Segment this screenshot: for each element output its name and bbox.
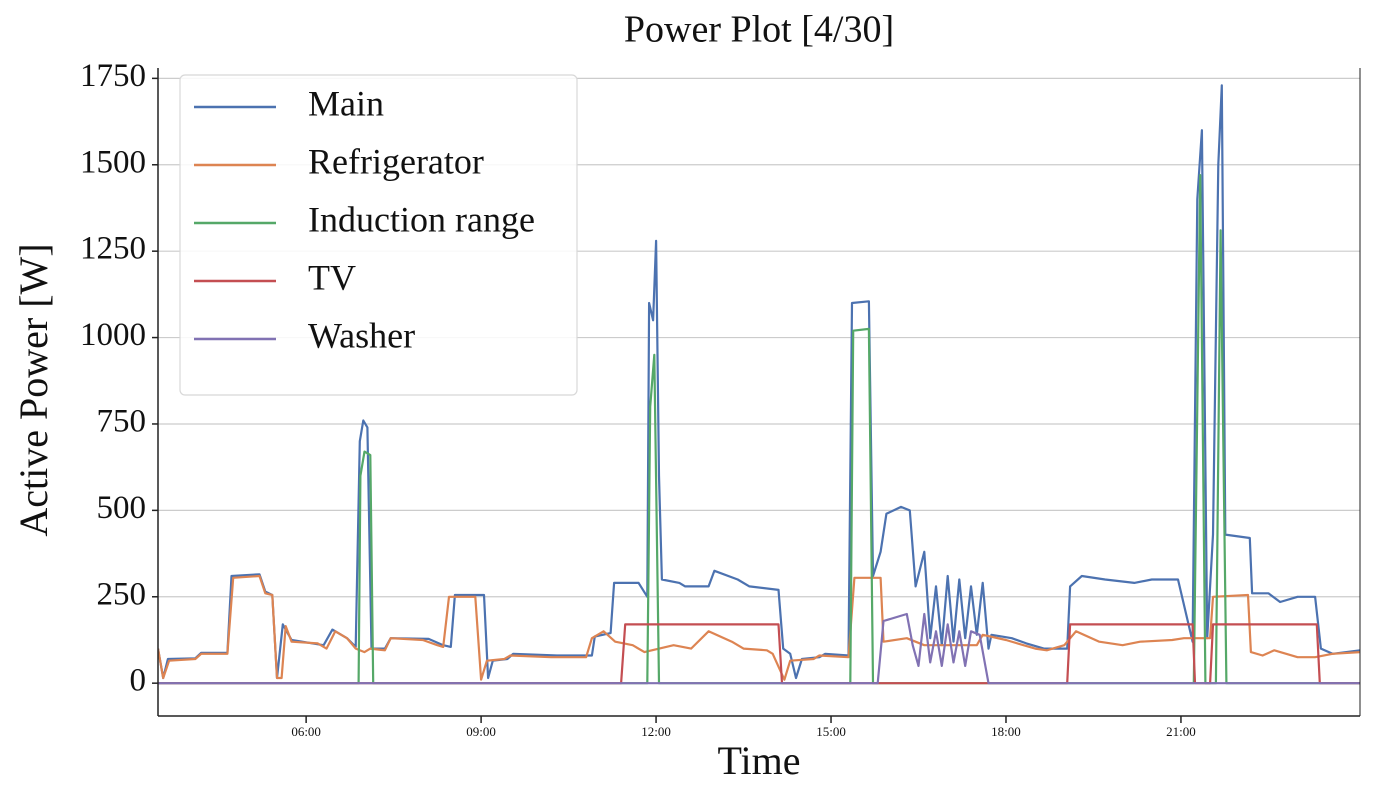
x-tick-label: 15:00 <box>816 724 846 739</box>
legend-label: Main <box>308 83 384 123</box>
y-tick-label: 1250 <box>80 231 146 267</box>
y-tick-label: 250 <box>97 576 147 612</box>
y-tick-label: 0 <box>130 663 147 699</box>
y-axis-label: Active Power [W] <box>11 243 56 536</box>
chart-title: Power Plot [4/30] <box>624 9 894 51</box>
y-tick-label: 750 <box>97 404 147 440</box>
series-line <box>158 623 1360 685</box>
x-tick-label: 21:00 <box>1166 724 1196 739</box>
series-line <box>158 612 1360 685</box>
y-tick-label: 500 <box>97 490 147 526</box>
legend-label: Induction range <box>308 199 535 239</box>
x-tick-label: 18:00 <box>991 724 1021 739</box>
y-tick-label: 1000 <box>80 317 146 353</box>
y-tick-label: 1750 <box>80 58 146 94</box>
x-tick-label: 09:00 <box>466 724 496 739</box>
plot-area <box>158 84 1360 685</box>
legend-label: Washer <box>308 315 415 355</box>
x-tick-label: 06:00 <box>291 724 321 739</box>
legend-box <box>179 74 578 396</box>
series-line <box>158 574 1360 681</box>
legend-label: TV <box>308 257 356 297</box>
x-axis-label: Time <box>717 738 800 783</box>
legend: Main Refrigerator Induction range TV Washer <box>179 74 578 396</box>
x-tick-label: 12:00 <box>641 724 671 739</box>
legend-label: Refrigerator <box>308 141 484 181</box>
series-line <box>158 84 1360 680</box>
y-tick-label: 1500 <box>80 144 146 180</box>
